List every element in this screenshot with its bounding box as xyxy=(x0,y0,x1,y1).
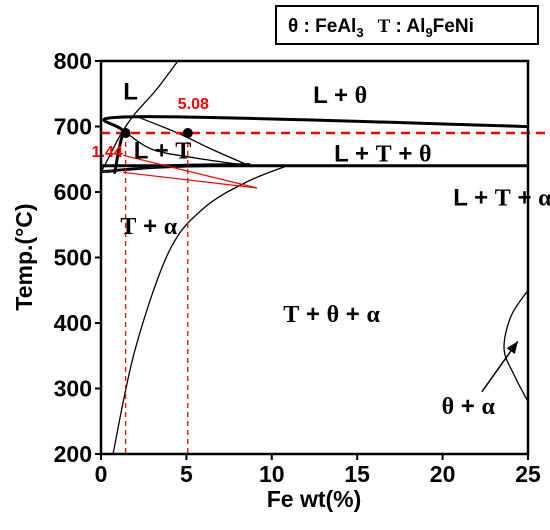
phase-label-6: T + θ + α xyxy=(283,301,380,328)
reference-point-1 xyxy=(182,128,193,139)
leader-line-3 xyxy=(123,154,258,189)
label-arrows xyxy=(481,340,519,393)
axis-ticks: 0 5 10 15 20 25 200 300 400 500 600 700 800 xyxy=(54,48,541,487)
x-tick-label: 20 xyxy=(430,461,456,487)
arrow-head-theta-alpha xyxy=(506,341,518,355)
y-tick-label: 800 xyxy=(54,48,92,74)
legend-theta-def: θ : FeAl xyxy=(288,16,356,37)
y-tick-label: 200 xyxy=(54,441,92,467)
y-axis-title: Temp.(°C) xyxy=(11,203,37,310)
phase-labels: L L + θ L + T L + T + θ L + T + α T + α T + θ … xyxy=(120,78,550,419)
legend-subscript-3: 3 xyxy=(356,25,363,40)
legend-al-part: : Al xyxy=(390,16,425,37)
legend-text: θ : FeAl3 T : Al9FeNi xyxy=(288,16,474,40)
phase-label-7: θ + α xyxy=(442,393,496,420)
phase-boundary-3 xyxy=(136,116,251,167)
phase-label-2: L + T xyxy=(134,137,192,164)
x-tick-label: 15 xyxy=(344,461,370,487)
phase-label-0: L xyxy=(123,78,138,105)
annotation-5-08: 5.08 xyxy=(178,96,209,113)
phase-boundary-0 xyxy=(101,61,179,174)
x-tick-label: 5 xyxy=(180,461,193,487)
y-tick-label: 600 xyxy=(54,179,92,205)
phase-label-1: L + θ xyxy=(313,82,367,109)
legend-subscript-9: 9 xyxy=(425,25,432,40)
y-tick-label: 500 xyxy=(54,245,92,271)
x-tick-label: 10 xyxy=(259,461,285,487)
phase-boundary-9 xyxy=(503,289,528,403)
reference-lines: 1.44 5.08 xyxy=(92,96,545,454)
y-tick-label: 300 xyxy=(54,376,92,402)
phase-boundaries xyxy=(101,61,528,454)
leader-line-2 xyxy=(123,171,258,189)
y-tick-label: 700 xyxy=(54,114,92,140)
phase-label-3: L + T + θ xyxy=(334,141,431,168)
phase-boundary-8 xyxy=(112,165,288,454)
x-tick-label: 0 xyxy=(95,461,108,487)
phase-label-5: T + α xyxy=(120,213,177,240)
legend-fe-ni-part: FeNi xyxy=(433,16,474,37)
legend-box xyxy=(275,5,539,45)
phase-boundary-4 xyxy=(125,132,251,167)
legend-t-symbol: T xyxy=(378,16,391,37)
annotation-1-44: 1.44 xyxy=(92,144,123,161)
y-tick-label: 400 xyxy=(54,310,92,336)
reference-point-0 xyxy=(120,128,131,139)
x-tick-label: 25 xyxy=(515,461,541,487)
phase-label-4: L + T + α xyxy=(453,185,550,212)
x-axis-title: Fe wt(%) xyxy=(267,486,362,512)
phase-boundary-7 xyxy=(105,163,251,174)
